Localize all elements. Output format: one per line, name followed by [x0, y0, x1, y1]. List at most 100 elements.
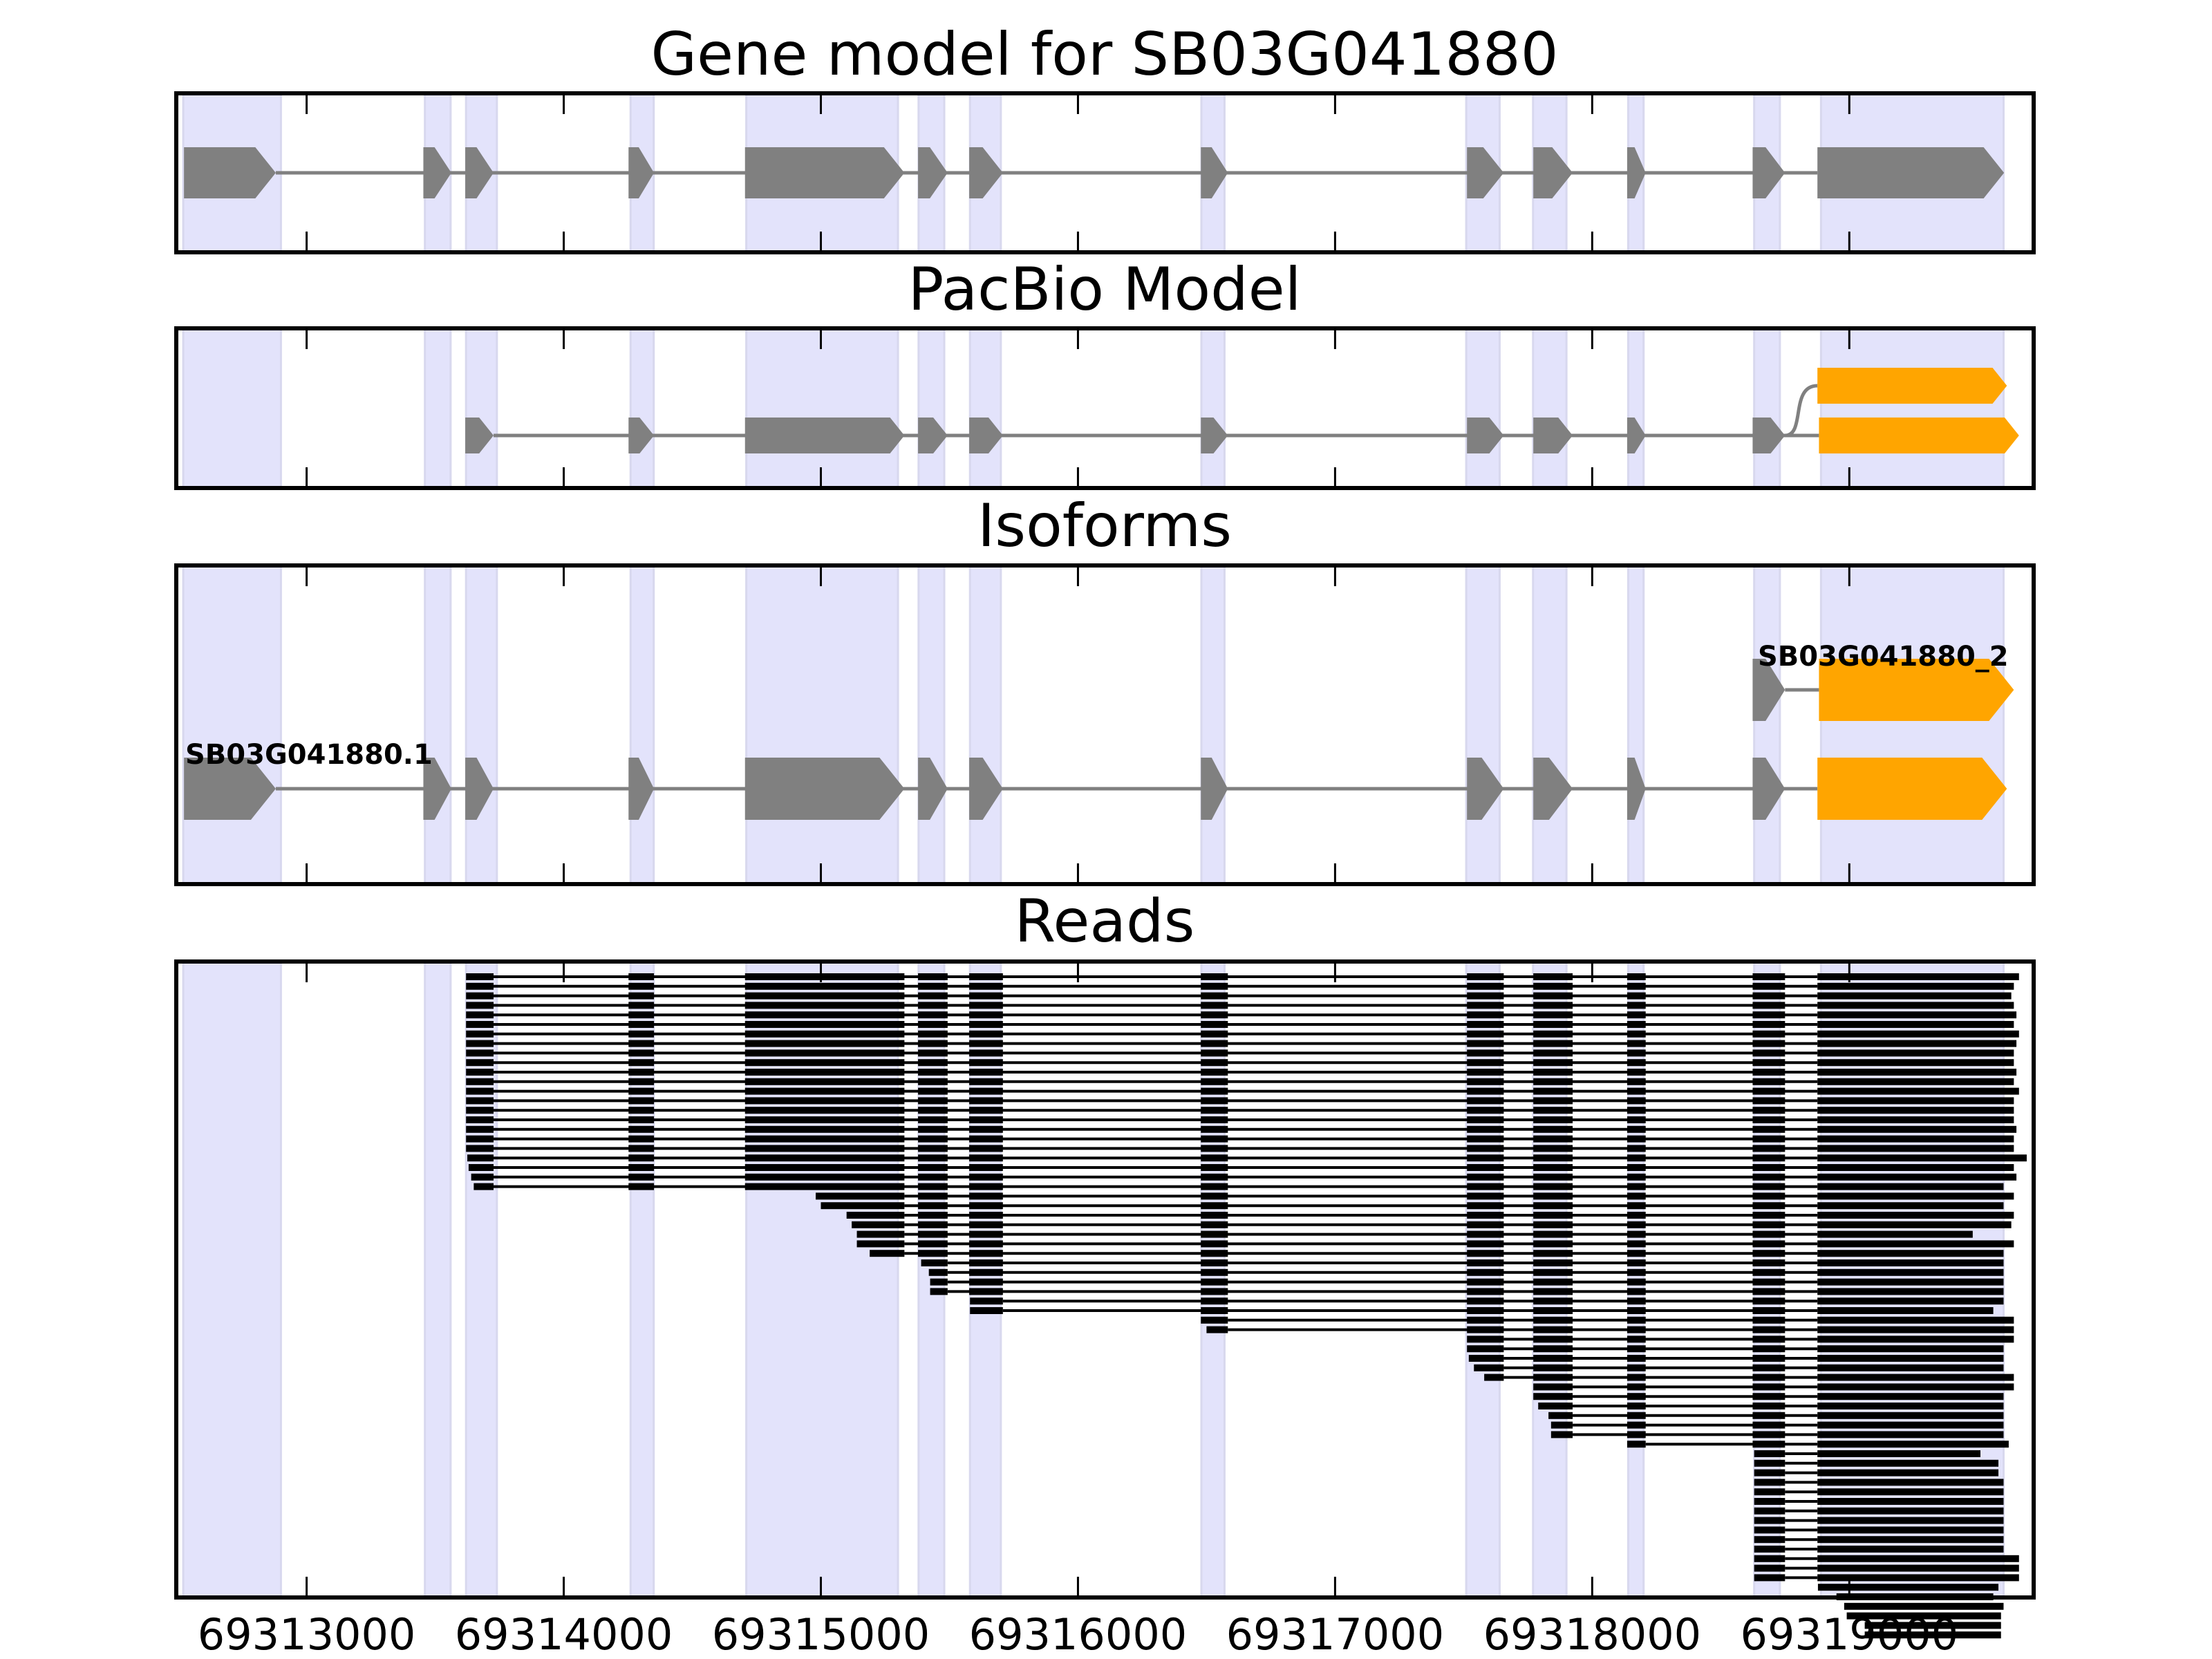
read-block	[466, 1049, 494, 1057]
read	[1550, 1431, 2004, 1438]
read-block	[1817, 1125, 2017, 1133]
exon-band	[1465, 564, 1501, 885]
read-block	[969, 1288, 1003, 1295]
read-block	[466, 1087, 494, 1095]
read-block	[1201, 1259, 1228, 1266]
exon	[184, 758, 276, 820]
read-block	[1752, 1202, 1785, 1210]
exon-band	[917, 327, 946, 489]
read-block	[1201, 1145, 1228, 1152]
exon-band	[1753, 564, 1781, 885]
read-block	[1206, 1326, 1228, 1333]
read-block	[1467, 1087, 1504, 1095]
read-block	[466, 1069, 494, 1076]
read-block	[744, 1164, 905, 1171]
read-block	[1817, 992, 2012, 1000]
read	[1467, 1345, 2004, 1353]
exon-band	[1200, 564, 1226, 885]
read-block	[969, 1069, 1003, 1076]
read-block	[628, 1173, 655, 1181]
read	[1627, 1441, 2009, 1448]
x-tick-label: 69313000	[198, 1609, 416, 1659]
read-block	[1467, 973, 1504, 980]
read-block	[1533, 982, 1573, 990]
read	[467, 1154, 2027, 1162]
read-block	[1201, 1040, 1228, 1047]
read-block	[1817, 1078, 2014, 1085]
read-block	[1467, 992, 1504, 1000]
read-block	[846, 1212, 905, 1219]
read-block	[969, 1021, 1003, 1028]
read-block	[1533, 1221, 1573, 1228]
read-block	[1467, 1002, 1504, 1009]
read-block	[930, 1288, 948, 1295]
read-block	[1817, 1316, 2014, 1324]
read-block	[1467, 1326, 1504, 1333]
read-block	[918, 1116, 948, 1123]
exon	[1817, 147, 2005, 198]
exon	[1627, 418, 1646, 453]
read-block	[918, 1030, 948, 1038]
read-block	[1201, 1087, 1228, 1095]
read-block	[1201, 1021, 1228, 1028]
read-block	[744, 1154, 905, 1162]
read-block	[918, 1069, 948, 1076]
exon-band	[465, 327, 498, 489]
read-block	[1627, 1097, 1646, 1105]
read-block	[1817, 1278, 2004, 1286]
read-block	[1201, 1059, 1228, 1067]
read-block	[970, 1307, 1003, 1314]
read-block	[1817, 1479, 2004, 1486]
read	[466, 973, 2019, 980]
read-block	[1817, 1097, 2014, 1105]
exon-band	[182, 564, 282, 885]
read-block	[969, 1030, 1003, 1038]
read-block	[628, 1135, 655, 1143]
read	[466, 1030, 2019, 1038]
read-block	[1201, 1268, 1228, 1276]
exon-band	[1465, 327, 1501, 489]
exon-band	[745, 564, 899, 885]
read-block	[1752, 1078, 1785, 1085]
read-block	[1817, 1507, 2004, 1515]
read-block	[1817, 1459, 1999, 1467]
exon-band	[745, 327, 899, 489]
read-block	[466, 1097, 494, 1105]
read-block	[1627, 1268, 1646, 1276]
read-block	[1467, 1078, 1504, 1085]
read-block	[1201, 1212, 1228, 1219]
read-block	[1627, 1421, 1646, 1429]
read-block	[628, 992, 655, 1000]
read-block	[1201, 1002, 1228, 1009]
read-block	[1752, 1002, 1785, 1009]
read-block	[1817, 1393, 2004, 1400]
read-block	[918, 1145, 948, 1152]
panel-isoforms: Isoforms SB03G041880.1 SB03G041880_2	[174, 491, 2036, 886]
read-block	[1201, 1069, 1228, 1076]
read-block	[918, 1049, 948, 1057]
read-block	[969, 1212, 1003, 1219]
read-block	[628, 1021, 655, 1028]
read-block	[1467, 1230, 1504, 1238]
read-block	[969, 1240, 1003, 1248]
exon-band	[1532, 327, 1568, 489]
exon	[969, 758, 1003, 820]
read-block	[1752, 1192, 1785, 1200]
read-block	[1533, 1183, 1573, 1190]
read-block	[1752, 1374, 1785, 1381]
alt-exon	[1819, 418, 2019, 453]
read-block	[918, 1125, 948, 1133]
exon-band	[745, 960, 899, 1599]
read-block	[1627, 1116, 1646, 1123]
read-block	[1752, 1154, 1785, 1162]
read-block	[1467, 1183, 1504, 1190]
read-block	[628, 1040, 655, 1047]
read-block	[1754, 1526, 1785, 1534]
read-block	[466, 1002, 494, 1009]
read-block	[744, 1078, 905, 1085]
read-block	[1474, 1364, 1504, 1371]
read	[1548, 1412, 2004, 1419]
read-block	[969, 1192, 1003, 1200]
exon-band	[465, 960, 498, 1599]
read-block	[628, 1107, 655, 1114]
